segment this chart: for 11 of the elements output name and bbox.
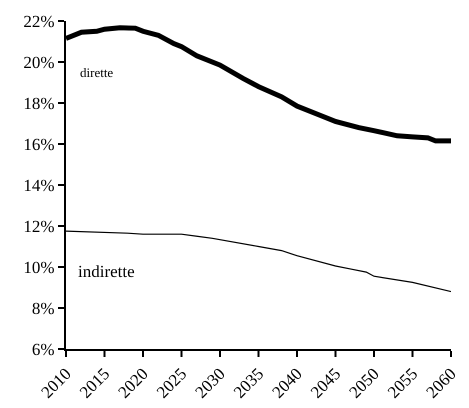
y-tick-label: 20% — [23, 52, 55, 72]
series-label: indirette — [78, 262, 135, 281]
y-tick-label: 14% — [23, 176, 55, 195]
y-tick-label: 18% — [23, 94, 55, 113]
y-tick-label: 12% — [23, 216, 55, 236]
text: dirette — [80, 65, 114, 80]
y-tick-label: 16% — [23, 134, 55, 154]
y-tick-label: 8% — [32, 298, 55, 318]
y-tick-label: 22% — [23, 12, 55, 31]
y-tick-label: 10% — [23, 258, 55, 277]
y-tick-label: 6% — [32, 340, 55, 359]
